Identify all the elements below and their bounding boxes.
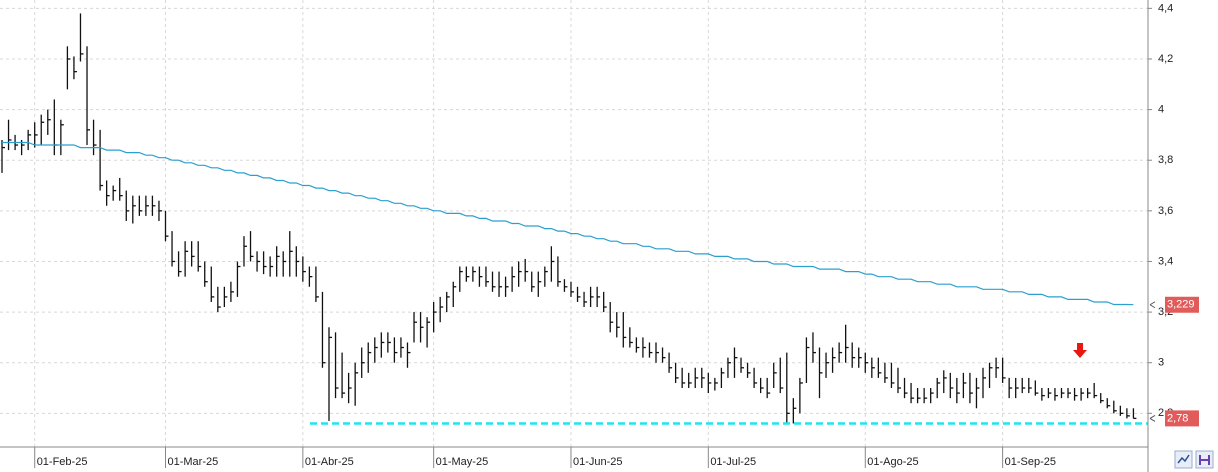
- x-tick-label: 01-Sep-25: [1005, 456, 1056, 468]
- y-tick-label: 3,8: [1158, 154, 1173, 166]
- x-tick-label: 01-Feb-25: [37, 456, 88, 468]
- ma-price-tag-pointer: [1149, 301, 1156, 309]
- close-price-tag-pointer: [1149, 414, 1156, 422]
- toolbar: [1174, 450, 1214, 469]
- close-price-tag-box: [1165, 410, 1199, 427]
- y-tick-label: 4: [1158, 104, 1164, 116]
- down-arrow-marker: [1073, 343, 1087, 358]
- y-tick-label: 3: [1158, 357, 1164, 369]
- y-tick-label: 3,6: [1158, 205, 1173, 217]
- x-tick-label: 01-Abr-25: [305, 456, 354, 468]
- x-tick-label: 01-May-25: [436, 456, 489, 468]
- x-tick-label: 01-Jul-25: [710, 456, 756, 468]
- labels: 2,833,23,43,63,844,24,401-Feb-2501-Mar-2…: [37, 2, 1199, 468]
- y-tick-label: 4,2: [1158, 53, 1173, 65]
- grid: [0, 0, 1152, 468]
- moving-average: [2, 141, 1134, 306]
- ma-price-tag-box: [1165, 296, 1199, 313]
- ma-price-tag-label: 3,229: [1167, 299, 1195, 311]
- y-tick-label: 4,4: [1158, 2, 1173, 14]
- close-price-tag-label: 2,78: [1167, 412, 1188, 424]
- x-tick-label: 01-Ago-25: [867, 456, 918, 468]
- zoom-icon: [1177, 454, 1190, 464]
- x-tick-label: 01-Jun-25: [573, 456, 623, 468]
- y-tick-label: 3,4: [1158, 255, 1173, 267]
- history-icon: [1199, 455, 1210, 465]
- x-tick-label: 01-Mar-25: [168, 456, 219, 468]
- marks: [1, 13, 1148, 425]
